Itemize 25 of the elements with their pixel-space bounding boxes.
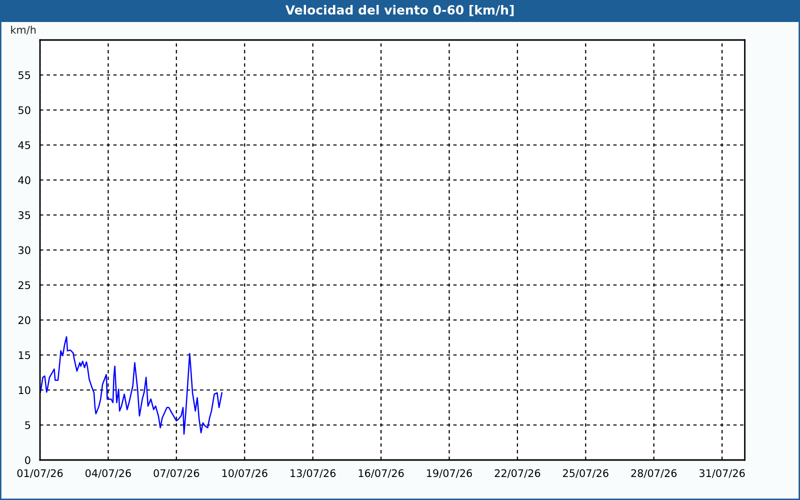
y-tick-label: 30: [18, 246, 30, 254]
x-tick-label: 19/07/26: [426, 469, 472, 478]
x-tick-label: 13/07/26: [290, 469, 336, 478]
x-tick-label: 04/07/26: [86, 469, 131, 478]
chart-title: Velocidad del viento 0-60 [km/h]: [285, 4, 514, 16]
x-tick-label: 10/07/26: [222, 469, 268, 478]
y-tick-label: 50: [18, 106, 30, 114]
y-tick-label: 0: [25, 456, 30, 464]
x-tick-label: 25/07/26: [563, 469, 608, 478]
y-tick-label: 25: [18, 281, 30, 290]
y-tick-label: 40: [18, 176, 30, 184]
x-tick-label: 07/07/26: [154, 469, 200, 478]
x-tick-label: 22/07/26: [494, 469, 540, 478]
y-tick-label: 10: [18, 386, 30, 394]
y-tick-label: 5: [25, 421, 30, 430]
x-tick-label: 31/07/26: [699, 469, 745, 478]
x-tick-label: 01/07/26: [17, 469, 63, 478]
y-tick-label: 35: [18, 211, 30, 220]
y-tick-label: 45: [18, 141, 30, 150]
x-tick-label: 16/07/26: [358, 469, 404, 478]
y-tick-label: 20: [18, 316, 30, 324]
y-tick-label: 55: [18, 71, 30, 80]
y-tick-label: 15: [18, 351, 30, 360]
x-tick-label: 28/07/26: [631, 469, 677, 478]
y-axis-title: km/h: [11, 26, 36, 35]
